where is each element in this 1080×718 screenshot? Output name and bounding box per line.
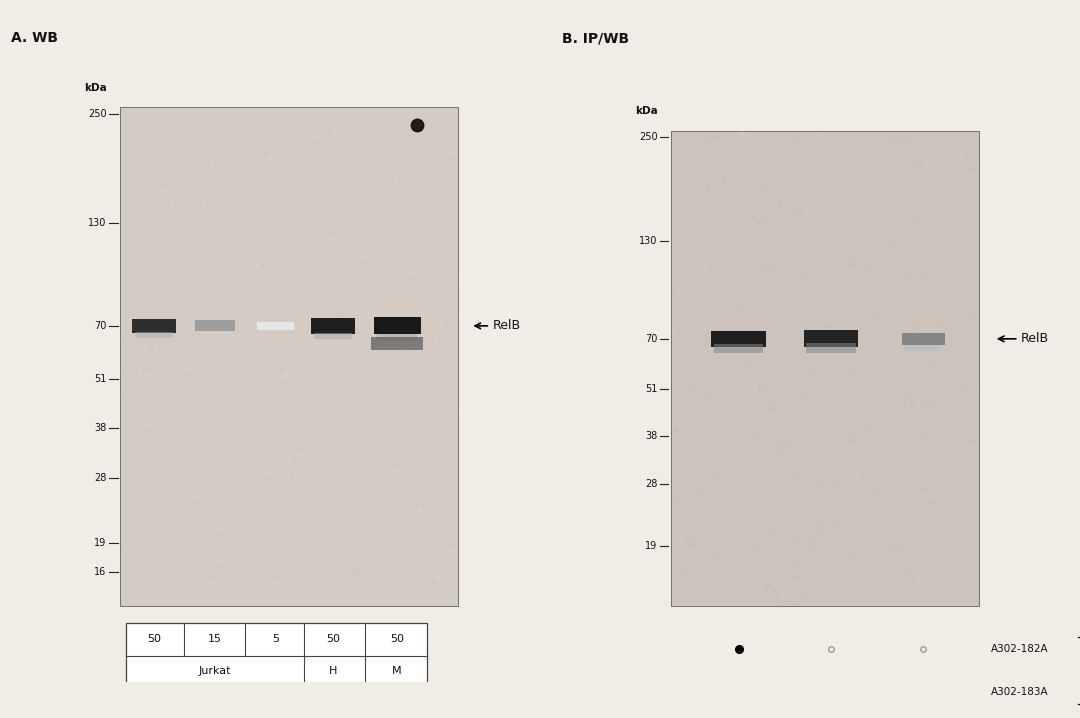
Text: 15: 15 [207, 634, 221, 644]
Bar [120, 108, 458, 606]
Text: H: H [328, 666, 337, 676]
Bar [194, 320, 234, 332]
Text: 5: 5 [272, 634, 279, 644]
Bar [135, 332, 173, 338]
Bar [125, 623, 427, 686]
Text: 50: 50 [326, 634, 340, 644]
Text: RelB: RelB [492, 320, 521, 332]
Bar [311, 318, 355, 334]
Text: kDa: kDa [84, 83, 107, 93]
Text: 50: 50 [147, 634, 161, 644]
Text: M: M [392, 666, 402, 676]
Bar [257, 322, 294, 330]
Bar [804, 330, 859, 348]
Bar [807, 343, 855, 353]
Text: B. IP/WB: B. IP/WB [562, 32, 629, 45]
Bar [904, 345, 943, 352]
Text: 38: 38 [94, 423, 107, 432]
Bar [372, 337, 423, 350]
Text: A302-182A: A302-182A [991, 644, 1049, 654]
Text: RelB: RelB [1022, 332, 1050, 345]
Text: 250: 250 [639, 132, 658, 141]
Bar [377, 334, 417, 340]
Text: A302-183A: A302-183A [991, 687, 1049, 697]
Text: 19: 19 [94, 538, 107, 548]
Text: Jurkat: Jurkat [199, 666, 231, 676]
Text: 130: 130 [89, 218, 107, 228]
Bar [671, 131, 978, 606]
Text: 50: 50 [390, 634, 404, 644]
Text: 51: 51 [94, 373, 107, 383]
Text: 28: 28 [645, 480, 658, 490]
Bar [314, 333, 352, 340]
Text: 16: 16 [94, 567, 107, 577]
Bar [903, 333, 945, 345]
Text: 250: 250 [89, 109, 107, 119]
Text: 28: 28 [94, 473, 107, 483]
Bar [714, 344, 764, 353]
Text: 70: 70 [645, 334, 658, 344]
Text: A. WB: A. WB [11, 32, 58, 45]
Text: 130: 130 [639, 236, 658, 246]
Bar [374, 317, 421, 335]
Bar [712, 331, 766, 347]
Bar [132, 319, 176, 333]
Text: 38: 38 [645, 431, 658, 441]
Text: 51: 51 [645, 384, 658, 394]
Text: kDa: kDa [635, 106, 658, 116]
Text: 70: 70 [94, 321, 107, 331]
Text: 19: 19 [645, 541, 658, 551]
